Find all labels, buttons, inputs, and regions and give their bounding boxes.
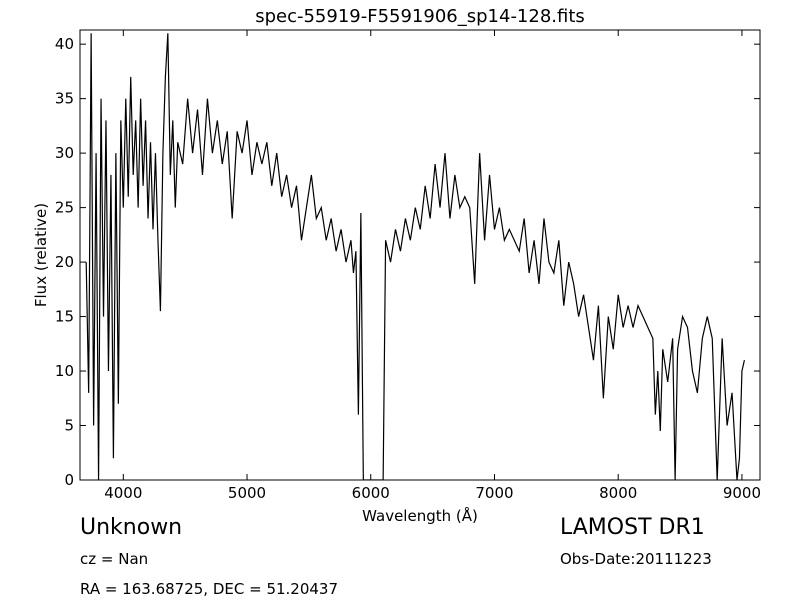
x-tick-label: 4000 bbox=[104, 484, 142, 502]
plot-area bbox=[85, 33, 745, 480]
y-tick-label: 0 bbox=[64, 471, 74, 489]
x-tick-label: 5000 bbox=[228, 484, 266, 502]
annotation: Obs-Date:20111223 bbox=[560, 550, 712, 568]
chart-title: spec-55919-F5591906_sp14-128.fits bbox=[255, 6, 585, 27]
spectrum-line bbox=[85, 33, 745, 480]
x-axis-label: Wavelength (Å) bbox=[362, 506, 478, 525]
annotation: LAMOST DR1 bbox=[560, 515, 705, 540]
y-tick-label: 20 bbox=[55, 253, 74, 271]
y-tick-label: 25 bbox=[55, 199, 74, 217]
y-tick-label: 40 bbox=[55, 35, 74, 53]
plot-frame bbox=[79, 29, 761, 481]
x-tick-label: 9000 bbox=[723, 484, 761, 502]
y-tick-label: 5 bbox=[64, 417, 74, 435]
x-tick-label: 8000 bbox=[599, 484, 637, 502]
y-tick-label: 35 bbox=[55, 90, 74, 108]
annotation: RA = 163.68725, DEC = 51.20437 bbox=[80, 580, 338, 598]
annotation: Unknown bbox=[80, 515, 182, 540]
y-tick-label: 10 bbox=[55, 362, 74, 380]
y-tick-label: 30 bbox=[55, 144, 74, 162]
annotation: cz = Nan bbox=[80, 550, 148, 568]
y-axis-label: Flux (relative) bbox=[32, 203, 50, 307]
x-tick-label: 6000 bbox=[352, 484, 390, 502]
y-tick-label: 15 bbox=[55, 308, 74, 326]
x-tick-label: 7000 bbox=[475, 484, 513, 502]
